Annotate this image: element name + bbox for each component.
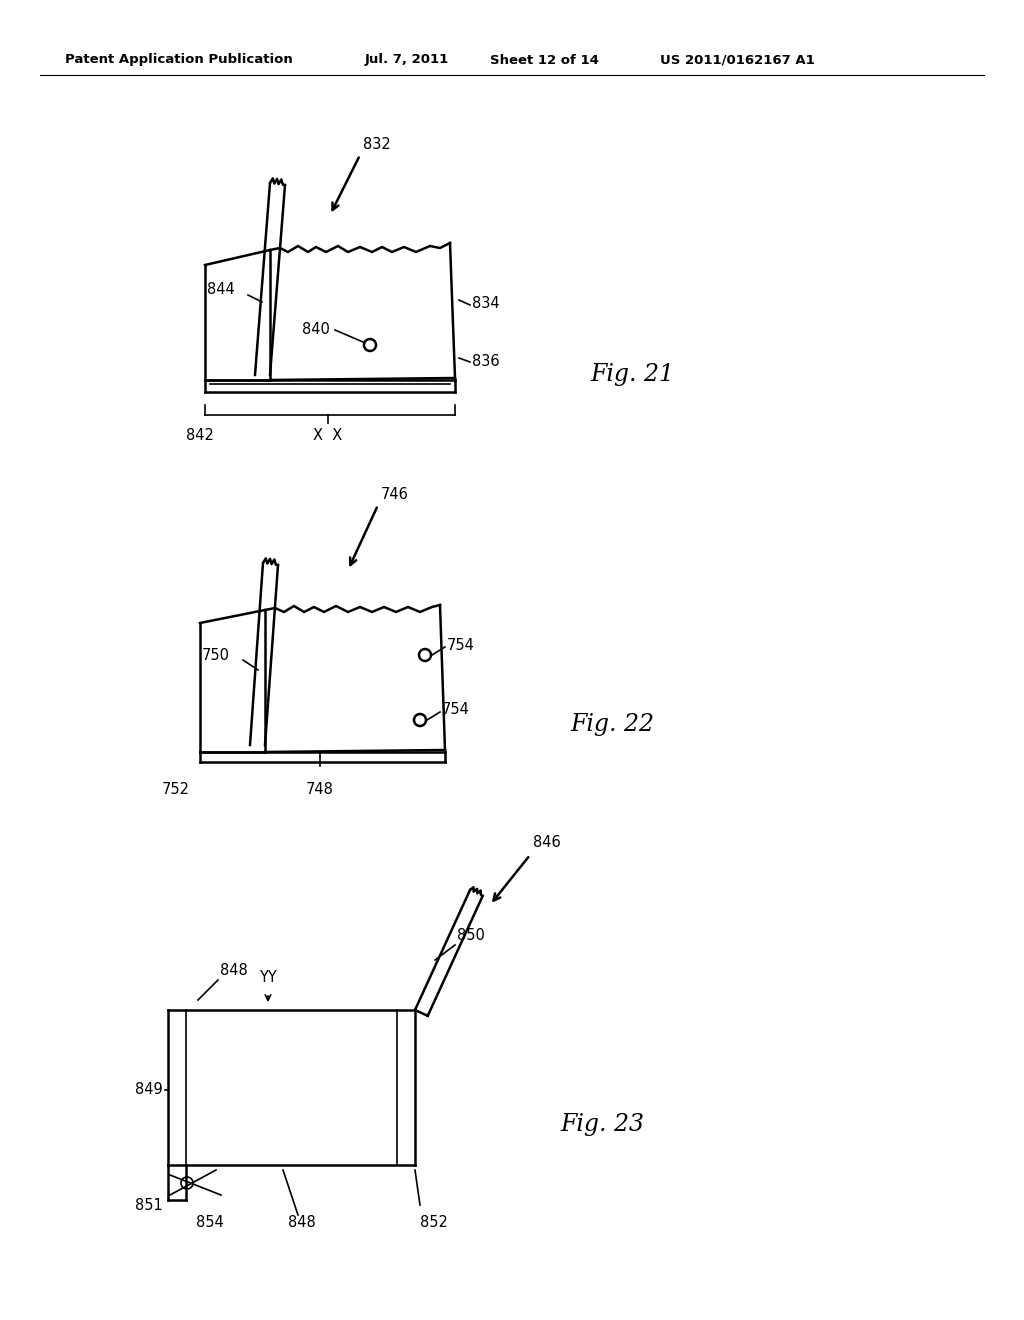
Text: US 2011/0162167 A1: US 2011/0162167 A1	[660, 54, 815, 66]
Text: Patent Application Publication: Patent Application Publication	[65, 54, 293, 66]
Text: YY: YY	[259, 970, 276, 985]
Text: 842: 842	[186, 428, 214, 444]
Text: Fig. 23: Fig. 23	[560, 1114, 644, 1137]
Text: 750: 750	[202, 648, 230, 663]
Text: 754: 754	[442, 702, 470, 718]
Text: 854: 854	[196, 1214, 224, 1230]
Text: 852: 852	[420, 1214, 447, 1230]
Text: Fig. 22: Fig. 22	[570, 714, 654, 737]
Text: 848: 848	[220, 964, 248, 978]
Text: 849: 849	[135, 1082, 163, 1097]
Text: 746: 746	[381, 487, 409, 502]
Text: X  X: X X	[313, 428, 343, 444]
Text: 850: 850	[457, 928, 485, 942]
Text: 832: 832	[362, 137, 391, 152]
Text: 851: 851	[135, 1197, 163, 1213]
Text: 836: 836	[472, 354, 500, 368]
Text: 848: 848	[288, 1214, 315, 1230]
Text: 752: 752	[162, 781, 190, 797]
Text: 844: 844	[207, 282, 234, 297]
Text: Fig. 21: Fig. 21	[590, 363, 674, 387]
Text: 840: 840	[302, 322, 330, 337]
Text: 846: 846	[534, 836, 561, 850]
Text: 834: 834	[472, 297, 500, 312]
Text: Jul. 7, 2011: Jul. 7, 2011	[365, 54, 450, 66]
Text: Sheet 12 of 14: Sheet 12 of 14	[490, 54, 599, 66]
Text: 748: 748	[306, 781, 334, 797]
Text: 754: 754	[447, 638, 475, 652]
